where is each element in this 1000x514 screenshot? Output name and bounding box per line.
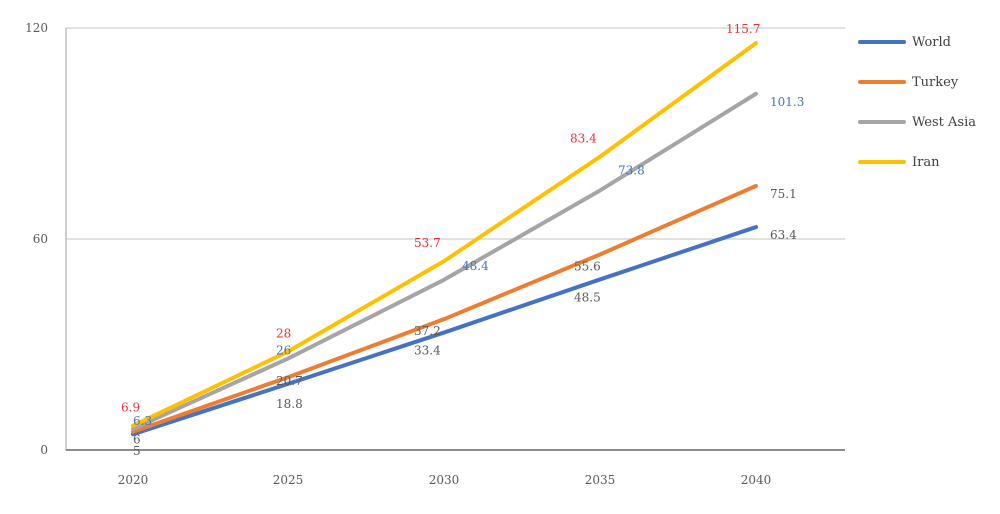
y-tick-label-60: 60 xyxy=(33,232,48,246)
series-line-iran xyxy=(131,41,758,428)
data-label-west-asia-2025: 26 xyxy=(276,344,291,358)
data-label-iran-2030: 53.7 xyxy=(414,236,441,250)
data-label-turkey-2040: 75.1 xyxy=(770,187,797,201)
data-label-turkey-2030: 37.2 xyxy=(414,324,441,338)
y-tick-label-0: 0 xyxy=(40,443,48,457)
legend-label-world: World xyxy=(912,34,951,50)
legend-label-west-asia: West Asia xyxy=(912,114,976,130)
data-label-turkey-2035: 55.6 xyxy=(574,259,601,273)
data-label-west-asia-2040: 101.3 xyxy=(770,95,804,109)
data-label-iran-2040: 115.7 xyxy=(726,22,760,36)
data-label-west-asia-2020: 6.3 xyxy=(133,414,152,428)
x-tick-label-2030: 2030 xyxy=(429,473,460,487)
legend-swatch-west-asia xyxy=(858,120,906,124)
data-label-iran-2020: 6.9 xyxy=(121,401,140,415)
x-tick-label-2035: 2035 xyxy=(585,473,616,487)
data-label-iran-2025: 28 xyxy=(276,327,291,341)
data-label-turkey-2025: 20.7 xyxy=(276,374,303,388)
data-label-turkey-2020: 6 xyxy=(133,433,141,447)
data-label-world-2020: 5 xyxy=(133,444,141,458)
x-tick-label-2020: 2020 xyxy=(118,473,149,487)
data-label-world-2025: 18.8 xyxy=(276,397,303,411)
legend-item-world: World xyxy=(858,22,998,62)
legend-label-turkey: Turkey xyxy=(912,74,959,90)
legend-item-west-asia: West Asia xyxy=(858,102,998,142)
data-label-west-asia-2035: 73.8 xyxy=(618,163,645,177)
series-line-west-asia xyxy=(131,91,758,431)
data-label-world-2035: 48.5 xyxy=(574,290,601,304)
legend: World Turkey West Asia Iran xyxy=(858,22,998,182)
x-tick-label-2025: 2025 xyxy=(273,473,304,487)
data-label-west-asia-2030: 48.4 xyxy=(462,259,489,273)
legend-swatch-world xyxy=(858,40,906,44)
data-label-iran-2035: 83.4 xyxy=(570,132,597,146)
data-label-world-2030: 33.4 xyxy=(414,344,441,358)
x-tick-label-2040: 2040 xyxy=(741,473,772,487)
legend-item-turkey: Turkey xyxy=(858,62,998,102)
series-line-world xyxy=(131,225,758,437)
legend-swatch-turkey xyxy=(858,80,906,84)
legend-swatch-iran xyxy=(858,160,906,164)
legend-item-iran: Iran xyxy=(858,142,998,182)
y-tick-label-120: 120 xyxy=(25,21,48,35)
data-label-world-2040: 63.4 xyxy=(770,228,797,242)
legend-label-iran: Iran xyxy=(912,154,940,170)
series-line-turkey xyxy=(131,183,758,434)
